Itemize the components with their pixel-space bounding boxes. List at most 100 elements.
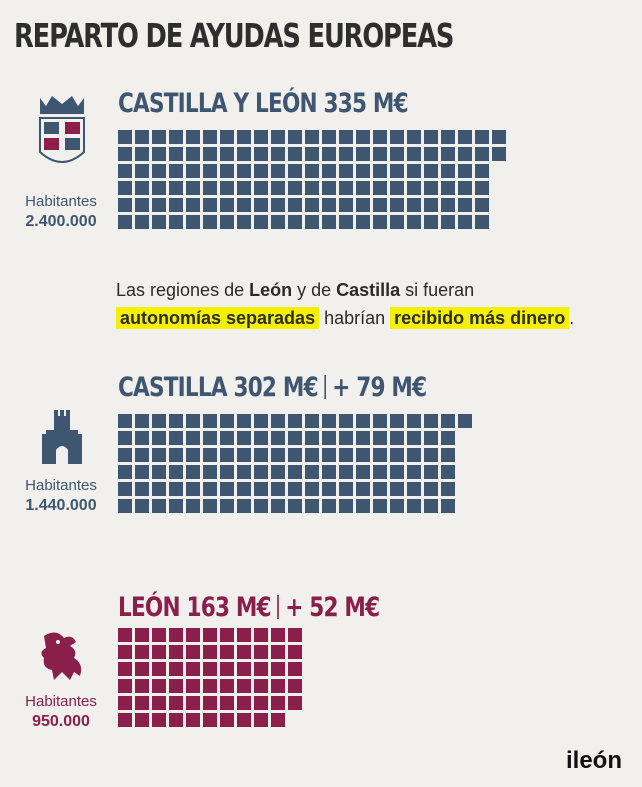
unit-square (152, 147, 166, 161)
unit-square (118, 662, 132, 676)
unit-square (305, 482, 319, 496)
castle-icon (42, 410, 82, 464)
unit-square (220, 499, 234, 513)
note-text: y de (292, 280, 337, 300)
unit-square (254, 696, 268, 710)
unit-square (135, 198, 149, 212)
unit-square (475, 215, 489, 229)
unit-square (407, 482, 421, 496)
unit-square (373, 414, 387, 428)
unit-square (186, 147, 200, 161)
unit-square (254, 147, 268, 161)
unit-square (322, 181, 336, 195)
unit-square (373, 215, 387, 229)
unit-square (390, 448, 404, 462)
unit-square (152, 662, 166, 676)
region-amount: 335 M€ (323, 88, 409, 119)
region-name: CASTILLA (118, 372, 228, 403)
unit-square (237, 628, 251, 642)
unit-square (288, 465, 302, 479)
unit-square (288, 215, 302, 229)
unit-square (118, 628, 132, 642)
unit-square (407, 448, 421, 462)
unit-square (186, 215, 200, 229)
unit-square (220, 645, 234, 659)
unit-square (458, 215, 472, 229)
unit-square (186, 662, 200, 676)
unit-square (339, 198, 353, 212)
unit-square (135, 181, 149, 195)
unit-square (203, 198, 217, 212)
unit-square (254, 198, 268, 212)
unit-square (152, 130, 166, 144)
population-value: 2.400.000 (25, 213, 97, 230)
unit-square (390, 482, 404, 496)
unit-square (271, 164, 285, 178)
unit-square (254, 679, 268, 693)
unit-square (271, 499, 285, 513)
unit-square (237, 482, 251, 496)
unit-square (237, 696, 251, 710)
unit-square (220, 713, 234, 727)
unit-square (424, 431, 438, 445)
unit-square (203, 499, 217, 513)
unit-square (254, 164, 268, 178)
unit-square (271, 431, 285, 445)
unit-square (373, 499, 387, 513)
unit-square (186, 181, 200, 195)
unit-square (135, 713, 149, 727)
note-leon: León (249, 280, 293, 300)
unit-square (271, 465, 285, 479)
unit-square (203, 431, 217, 445)
unit-square (220, 448, 234, 462)
chart-title: REPARTO DE AYUDAS EUROPEAS (14, 16, 454, 55)
unit-square (373, 448, 387, 462)
brand-logo: ileón (565, 747, 622, 774)
population-value: 1.440.000 (25, 497, 97, 514)
unit-square (441, 431, 455, 445)
unit-square (424, 482, 438, 496)
unit-square (203, 448, 217, 462)
unit-square (118, 679, 132, 693)
unit-square (203, 679, 217, 693)
unit-square (135, 431, 149, 445)
unit-square (356, 215, 370, 229)
unit-square (203, 628, 217, 642)
unit-square (254, 628, 268, 642)
unit-square (152, 198, 166, 212)
unit-square (475, 147, 489, 161)
population-leon: Habitantes 950.000 (6, 692, 116, 732)
unit-square (407, 431, 421, 445)
unit-square (356, 130, 370, 144)
unit-square (441, 482, 455, 496)
unit-square (424, 198, 438, 212)
unit-square (135, 414, 149, 428)
unit-square (288, 414, 302, 428)
unit-square (441, 448, 455, 462)
unit-square (186, 499, 200, 513)
unit-square (305, 164, 319, 178)
unit-square (373, 181, 387, 195)
population-label: Habitantes (25, 193, 97, 210)
unit-square (407, 215, 421, 229)
unit-square (254, 448, 268, 462)
unit-square (407, 181, 421, 195)
unit-square (169, 130, 183, 144)
unit-square (220, 696, 234, 710)
unit-square (237, 147, 251, 161)
unit-square (458, 147, 472, 161)
unit-square (186, 448, 200, 462)
unit-square (237, 164, 251, 178)
unit-square (407, 130, 421, 144)
unit-square (356, 482, 370, 496)
unit-square (424, 181, 438, 195)
unit-square (271, 147, 285, 161)
unit-square (152, 628, 166, 642)
unit-square (220, 215, 234, 229)
unit-square (220, 198, 234, 212)
unit-square (271, 181, 285, 195)
unit-square (271, 645, 285, 659)
region-heading-castilla-y-leon: CASTILLA Y LEÓN 335 M€ (118, 88, 409, 119)
unit-square (254, 662, 268, 676)
unit-square (169, 215, 183, 229)
